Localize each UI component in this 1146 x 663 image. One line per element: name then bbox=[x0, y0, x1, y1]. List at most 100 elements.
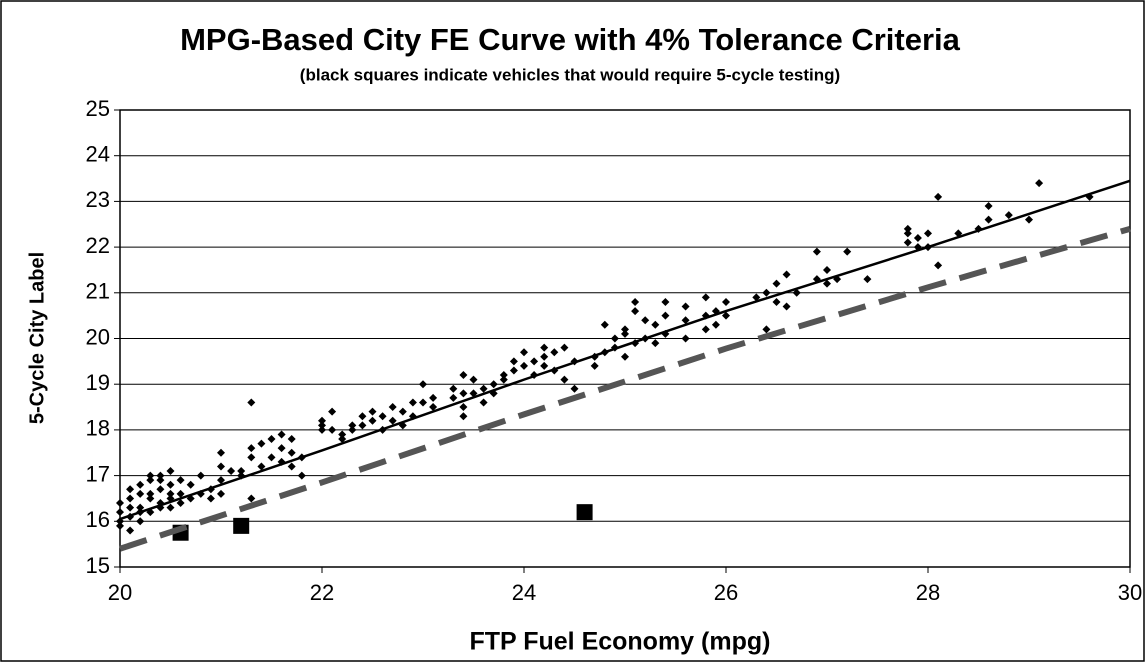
diamond-point bbox=[136, 489, 145, 498]
diamond-point bbox=[419, 398, 427, 407]
diamond-point bbox=[903, 238, 912, 247]
diamond-point bbox=[176, 476, 185, 485]
diamond-point bbox=[287, 435, 296, 444]
y-tick-label: 19 bbox=[86, 370, 110, 395]
diamond-point bbox=[247, 444, 256, 453]
diamond-point bbox=[641, 316, 650, 325]
diamond-point bbox=[621, 329, 629, 338]
diamond-point bbox=[136, 517, 145, 526]
diamond-point bbox=[681, 334, 690, 343]
diamond-point bbox=[509, 366, 518, 375]
y-tick-label: 21 bbox=[86, 279, 110, 304]
diamond-point bbox=[277, 444, 286, 453]
diamond-point bbox=[934, 192, 943, 201]
diamond-point bbox=[934, 261, 943, 270]
diamond-point bbox=[368, 416, 377, 425]
diamond-point bbox=[267, 435, 276, 444]
diamond-point bbox=[863, 275, 872, 284]
diamond-point bbox=[762, 288, 771, 297]
diamond-point bbox=[621, 325, 629, 334]
y-axis-label: 5-Cycle City Label bbox=[26, 252, 48, 424]
diamond-point bbox=[247, 453, 256, 462]
diamond-point bbox=[136, 503, 145, 512]
diamond-point bbox=[469, 375, 478, 384]
diamond-point bbox=[257, 439, 266, 448]
diamond-point bbox=[621, 352, 629, 361]
diamond-point bbox=[186, 480, 195, 489]
diamond-point bbox=[156, 485, 165, 494]
diamond-point bbox=[217, 476, 225, 485]
diamond-point bbox=[722, 297, 730, 306]
diamond-point bbox=[459, 389, 468, 398]
diamond-point bbox=[227, 467, 236, 476]
diamond-point bbox=[338, 435, 347, 444]
y-tick-label: 22 bbox=[86, 233, 110, 258]
diamond-point bbox=[318, 425, 326, 434]
diamond-point bbox=[287, 462, 296, 471]
diamond-point bbox=[722, 311, 730, 320]
diamond-point bbox=[530, 357, 539, 366]
diamond-point bbox=[196, 471, 205, 480]
y-tick-label: 17 bbox=[86, 461, 110, 486]
diamond-point bbox=[358, 412, 367, 421]
diamond-point bbox=[1004, 211, 1013, 220]
diamond-point bbox=[328, 425, 337, 434]
diamond-point bbox=[429, 393, 438, 402]
diamond-point bbox=[489, 380, 498, 389]
diamond-point bbox=[984, 215, 993, 224]
diamond-point bbox=[146, 476, 155, 485]
diamond-point bbox=[146, 471, 155, 480]
diamond-point bbox=[146, 489, 155, 498]
y-tick-label: 16 bbox=[86, 507, 110, 532]
diamond-point bbox=[651, 320, 660, 329]
diamond-point bbox=[772, 297, 781, 306]
y-tick-label: 18 bbox=[86, 416, 110, 441]
diamond-point bbox=[459, 371, 468, 380]
diamond-point bbox=[661, 297, 670, 306]
diamond-point bbox=[449, 384, 458, 393]
diamond-point bbox=[388, 403, 397, 412]
diamond-point bbox=[792, 288, 801, 297]
diamond-point bbox=[711, 320, 720, 329]
x-axis-label: FTP Fuel Economy (mpg) bbox=[470, 628, 771, 656]
x-tick-label: 26 bbox=[714, 580, 738, 605]
diamond-point bbox=[398, 407, 407, 416]
y-tick-label: 24 bbox=[86, 142, 110, 167]
diamond-point bbox=[348, 421, 357, 430]
diamond-point bbox=[176, 489, 185, 498]
x-tick-label: 22 bbox=[310, 580, 334, 605]
diamond-point bbox=[408, 398, 417, 407]
diamond-point bbox=[318, 421, 326, 430]
diamond-point bbox=[217, 462, 225, 471]
diamond-point bbox=[499, 375, 508, 384]
diamond-point bbox=[701, 325, 710, 334]
diamond-point bbox=[772, 279, 781, 288]
diamond-point bbox=[126, 485, 135, 494]
diamond-point bbox=[449, 393, 458, 402]
chart-title: MPG-Based City FE Curve with 4% Toleranc… bbox=[180, 22, 961, 57]
diamond-point bbox=[924, 229, 932, 238]
diamond-point bbox=[499, 371, 508, 380]
diamond-point bbox=[429, 403, 438, 412]
diamond-point bbox=[823, 265, 831, 274]
diamond-point bbox=[378, 412, 387, 421]
diamond-point bbox=[166, 503, 175, 512]
diamond-point bbox=[903, 229, 912, 238]
x-tick-label: 24 bbox=[512, 580, 536, 605]
diamond-point bbox=[146, 494, 155, 503]
diamond-point bbox=[156, 471, 165, 480]
diamond-point bbox=[237, 467, 246, 476]
chart-subtitle: (black squares indicate vehicles that wo… bbox=[300, 65, 840, 84]
diamond-point bbox=[479, 398, 488, 407]
diamond-point bbox=[388, 416, 397, 425]
diamond-point bbox=[338, 430, 347, 439]
diamond-point bbox=[459, 403, 468, 412]
diamond-point bbox=[631, 297, 640, 306]
x-tick-label: 20 bbox=[108, 580, 132, 605]
y-tick-label: 23 bbox=[86, 187, 110, 212]
diamond-point bbox=[419, 380, 427, 389]
diamond-point bbox=[843, 247, 852, 256]
diamond-point bbox=[540, 352, 549, 361]
diamond-point bbox=[287, 448, 296, 457]
